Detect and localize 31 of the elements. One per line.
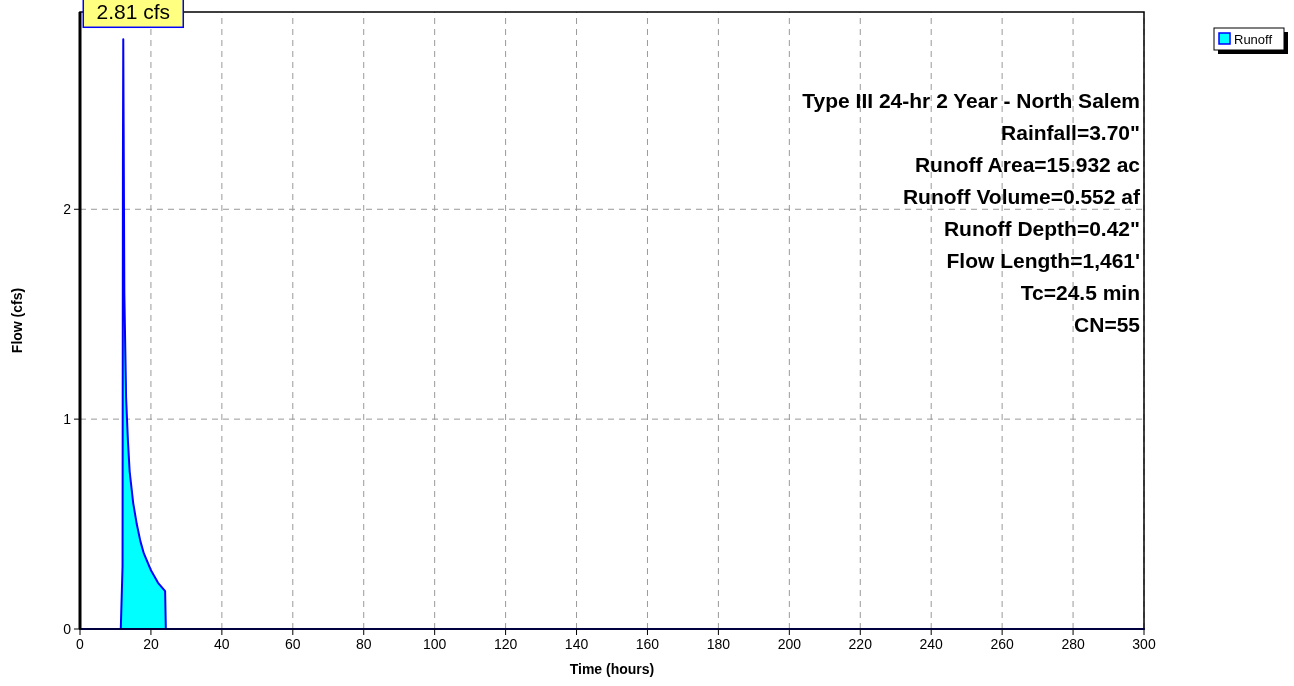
x-axis-title: Time (hours): [569, 661, 655, 677]
x-tick-label: 260: [990, 636, 1015, 652]
annotation: Tc=24.5 min: [1020, 281, 1140, 304]
annotation: 2.81 cfs: [96, 0, 171, 24]
x-tick-label: 120: [493, 636, 518, 652]
x-tick-label: 0: [76, 636, 85, 652]
annotation: Type III 24-hr 2 Year - North Salem: [802, 89, 1140, 112]
x-tick-label: 300: [1132, 636, 1156, 652]
annotation: Runoff Depth=0.42": [943, 217, 1140, 240]
y-tick-label: 2: [63, 201, 72, 218]
annotation: Flow Length=1,461': [946, 249, 1140, 272]
x-tick-label: 280: [1061, 636, 1085, 652]
annotation: Runoff Area=15.932 ac: [914, 153, 1141, 176]
legend-label: Runoff: [1234, 32, 1273, 47]
x-tick-label: 40: [214, 636, 230, 652]
x-tick-label: 140: [564, 636, 589, 652]
x-tick-label: 180: [706, 636, 731, 652]
x-tick-label: 240: [919, 636, 944, 652]
annotation: Rainfall=3.70": [1001, 121, 1140, 144]
y-tick-label: 0: [63, 621, 72, 637]
x-tick-label: 20: [143, 636, 159, 652]
x-tick-label: 100: [422, 636, 447, 652]
x-tick-label: 160: [635, 636, 660, 652]
annotation: CN=55: [1074, 313, 1141, 336]
x-tick-label: 60: [285, 636, 301, 652]
y-axis-title: Flow (cfs): [9, 287, 25, 354]
x-tick-label: 200: [777, 636, 802, 652]
x-tick-label: 220: [848, 636, 873, 652]
y-tick-label: 1: [63, 411, 72, 428]
annotation: Runoff Volume=0.552 af: [902, 185, 1141, 208]
x-tick-label: 80: [355, 636, 372, 652]
